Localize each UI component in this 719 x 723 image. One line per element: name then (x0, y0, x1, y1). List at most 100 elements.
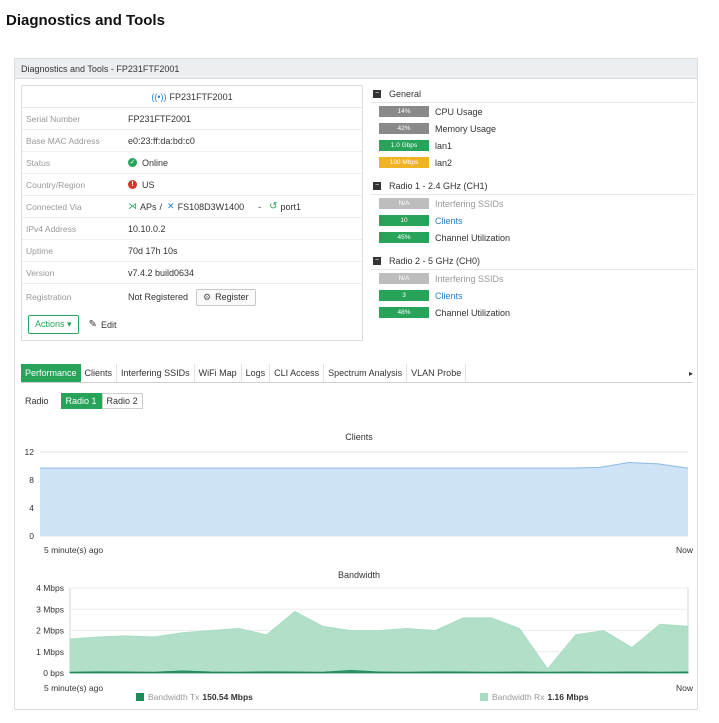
country-value: US (142, 179, 155, 190)
legend-tx-value: 150.54 Mbps (202, 692, 253, 702)
registration-value: Not Registered (128, 292, 189, 302)
legend-tx[interactable]: Bandwidth Tx 150.54 Mbps (136, 692, 253, 702)
legend-tx-swatch (136, 693, 144, 701)
bandwidth-rx-area (69, 610, 689, 674)
connected-via-row: Connected Via ⋊ APs / ✕ FS108D3W1400 - ↺… (22, 196, 362, 218)
clients-y-tick-label: 12 (25, 447, 35, 457)
radio-1-button[interactable]: Radio 1 (60, 393, 102, 409)
port-icon: ↺ (269, 201, 278, 212)
general-metric-label: Memory Usage (435, 123, 497, 134)
general-metric: 100 Mbps lan2 (371, 154, 695, 171)
online-check-icon: ✓ (128, 158, 137, 167)
collapse-icon: − (373, 89, 381, 98)
radio2-metric-badge: N/A (379, 273, 429, 284)
radio1-title: Radio 1 - 2.4 GHz (CH1) (389, 180, 488, 191)
radio1-metric: N/A Interfering SSIDs (371, 195, 695, 212)
bandwidth-chart: 0 bps 1 Mbps 2 Mbps 3 Mbps 4 Mbps (36, 583, 689, 678)
scroll-right-icon[interactable]: ▸ (688, 369, 693, 378)
version-row: Version v7.4.2 build0634 (22, 262, 362, 284)
radio-2-button[interactable]: Radio 2 (101, 393, 143, 409)
ipv4-label: IPv4 Address (26, 223, 77, 234)
radio1-metric: 45% Channel Utilization (371, 229, 695, 246)
collapse-icon: − (373, 256, 381, 265)
tab-cli-access[interactable]: CLI Access (270, 364, 325, 382)
general-metric: 42% Memory Usage (371, 120, 695, 137)
tab-spectrum-analysis[interactable]: Spectrum Analysis (324, 364, 408, 382)
actions-row: Actions ▾ ✎ Edit (28, 315, 116, 334)
connected-port-link[interactable]: port1 (280, 201, 302, 212)
clients-y-tick-label: 0 (29, 531, 34, 541)
bandwidth-y-tick-label: 3 Mbps (36, 604, 64, 614)
radio2-metric-label: Channel Utilization (435, 307, 511, 318)
radio-selector-label: Radio (25, 396, 49, 406)
general-section-header[interactable]: − General (371, 85, 695, 103)
legend-rx-value: 1.16 Mbps (547, 692, 589, 702)
connected-via-label: Connected Via (26, 201, 82, 212)
radio1-section-header[interactable]: − Radio 1 - 2.4 GHz (CH1) (371, 177, 695, 195)
radio1-metric-badge: 10 (379, 215, 429, 226)
country-row: Country/Region ! US (22, 174, 362, 196)
ap-icon: ⋊ (128, 201, 137, 211)
uptime-label: Uptime (26, 245, 53, 256)
page-title: Diagnostics and Tools (6, 12, 165, 29)
bandwidth-x-end-label: Now (676, 683, 694, 693)
bandwidth-y-tick-label: 1 Mbps (36, 647, 64, 657)
legend-rx-name: Bandwidth Rx (492, 692, 545, 702)
radio1-metric-label[interactable]: Clients (435, 215, 463, 226)
bandwidth-tx-area (69, 670, 689, 674)
clients-series-area (40, 462, 688, 536)
general-metric-badge: 14% (379, 106, 429, 117)
clients-y-tick-label: 8 (29, 475, 34, 485)
general-metric-badge: 42% (379, 123, 429, 134)
ipv4-value: 10.10.0.2 (128, 223, 166, 234)
bandwidth-y-tick-label: 2 Mbps (36, 626, 64, 636)
registration-label: Registration (26, 292, 72, 302)
general-metric-badge: 1.0 Gbps (379, 140, 429, 151)
mac-address-row: Base MAC Address e0:23:ff:da:bd:c0 (22, 130, 362, 152)
radio1-metric-label: Interfering SSIDs (435, 198, 504, 209)
bandwidth-chart-title: Bandwidth (337, 570, 381, 580)
uptime-row: Uptime 70d 17h 10s (22, 240, 362, 262)
diagnostics-panel: Diagnostics and Tools - FP231FTF2001 ((•… (14, 58, 698, 710)
status-value: Online (142, 157, 169, 168)
connected-ap-link[interactable]: APs (140, 201, 157, 212)
version-value: v7.4.2 build0634 (128, 267, 195, 278)
general-title: General (389, 88, 422, 99)
actions-dropdown[interactable]: Actions ▾ (28, 315, 79, 334)
tab-vlan-probe[interactable]: VLAN Probe (407, 364, 467, 382)
switch-icon: ✕ (167, 201, 175, 211)
radio2-metric: 3 Clients (371, 287, 695, 304)
tab-performance[interactable]: Performance (21, 364, 81, 382)
clients-x-end-label: Now (676, 545, 694, 555)
radio2-metric-label[interactable]: Clients (435, 290, 463, 301)
uptime-value: 70d 17h 10s (128, 245, 178, 256)
radio2-title: Radio 2 - 5 GHz (CH0) (389, 255, 481, 266)
country-label: Country/Region (26, 179, 86, 190)
register-button-label: Register (215, 292, 249, 302)
radio1-metric-label: Channel Utilization (435, 232, 511, 243)
panel-header: Diagnostics and Tools - FP231FTF2001 (15, 59, 697, 79)
register-button[interactable]: ⚙ Register (196, 288, 256, 306)
tab-wifi-map[interactable]: WiFi Map (195, 364, 242, 382)
serial-number-value: FP231FTF2001 (128, 113, 192, 124)
tab-interfering-ssids[interactable]: Interfering SSIDs (117, 364, 195, 382)
radio2-metric: N/A Interfering SSIDs (371, 270, 695, 287)
general-metric: 1.0 Gbps lan1 (371, 137, 695, 154)
edit-button[interactable]: ✎ Edit (89, 319, 117, 330)
edit-label: Edit (100, 319, 117, 330)
version-label: Version (26, 267, 55, 278)
tab-clients[interactable]: Clients (81, 364, 118, 382)
legend-rx-swatch (480, 693, 488, 701)
clients-chart-title: Clients (345, 432, 373, 442)
wifi-icon: ((•)) (151, 91, 167, 102)
actions-label: Actions (35, 319, 65, 329)
connected-switch-link[interactable]: FS108D3W1400 (177, 201, 245, 212)
radio2-metric: 48% Channel Utilization (371, 304, 695, 321)
device-info-box: ((•)) FP231FTF2001 Serial Number FP231FT… (21, 85, 363, 341)
radio2-section-header[interactable]: − Radio 2 - 5 GHz (CH0) (371, 252, 695, 270)
pencil-icon: ✎ (88, 319, 97, 330)
legend-rx[interactable]: Bandwidth Rx 1.16 Mbps (480, 692, 589, 702)
tab-logs[interactable]: Logs (242, 364, 271, 382)
status-summary: − General 14% CPU Usage 42% Memory Usage 1.0 … (371, 85, 695, 321)
clients-y-tick-label: 4 (29, 503, 34, 513)
